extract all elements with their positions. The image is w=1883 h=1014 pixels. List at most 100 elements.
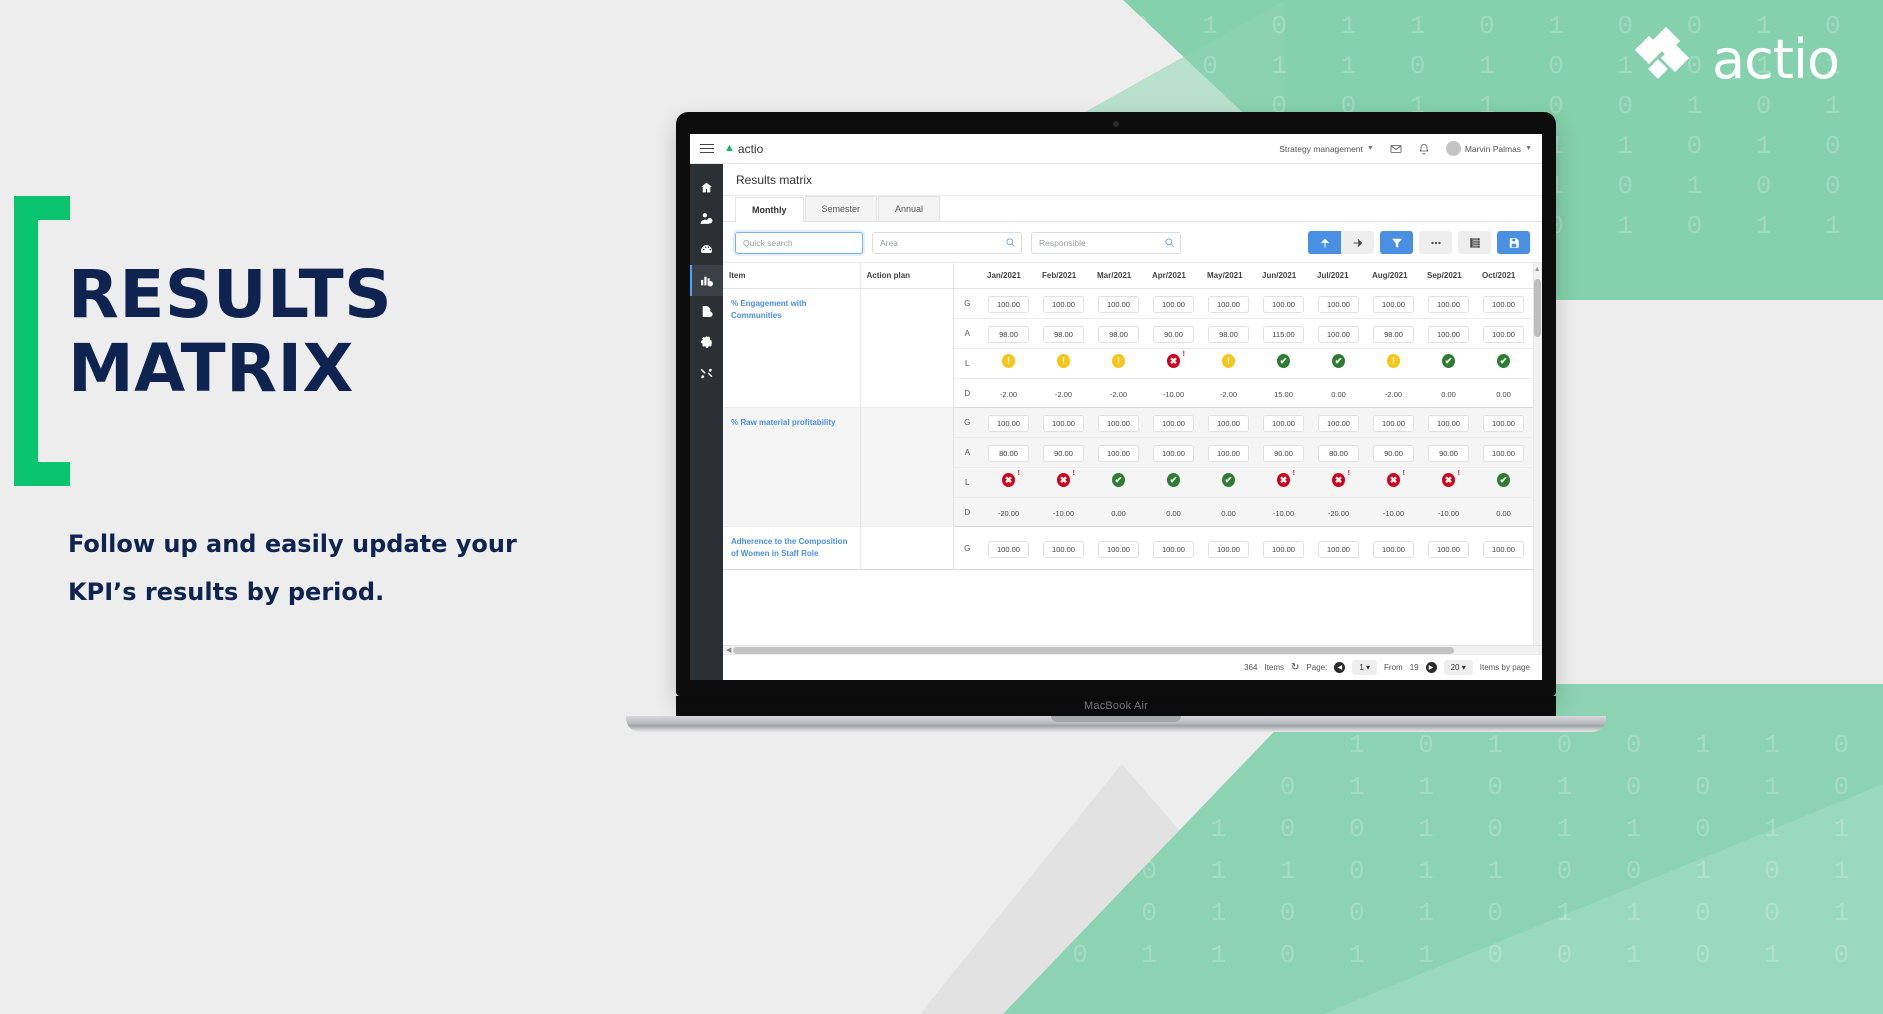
table-row[interactable]: % Engagement with Communities G 100.00 100.… <box>723 288 1542 408</box>
header-month-mar[interactable]: Mar/2021 <box>1091 263 1146 289</box>
status-err-icon[interactable]: ✖! <box>1387 470 1405 487</box>
value-input[interactable]: 90.00 <box>1153 326 1194 343</box>
value-input[interactable]: 98.00 <box>1208 326 1249 343</box>
cell-g-1[interactable]: 100.00 <box>981 526 1036 570</box>
value-input[interactable]: 100.00 <box>1263 415 1304 432</box>
row-action-plan[interactable] <box>860 526 954 570</box>
status-ok-icon[interactable]: ✔ <box>1442 354 1455 368</box>
value-input[interactable]: 100.00 <box>1483 326 1524 343</box>
value-input[interactable]: 100.00 <box>1373 296 1414 313</box>
cell-l-7[interactable]: ✔ <box>1311 348 1366 379</box>
sidebar-item-indicators[interactable] <box>690 265 723 296</box>
save-button[interactable] <box>1497 231 1530 254</box>
value-input[interactable]: 100.00 <box>1483 445 1524 462</box>
cell-a-6[interactable]: 90.00 <box>1256 437 1311 468</box>
cell-d-4[interactable]: -10.00 <box>1146 378 1201 408</box>
vertical-scroll-thumb[interactable] <box>1534 279 1541 337</box>
table-row[interactable]: L!!!✖!!✔✔!✔✔!! <box>723 348 1542 379</box>
cell-l-9[interactable]: ✖! <box>1421 467 1476 498</box>
cell-d-1[interactable]: -20.00 <box>981 497 1036 527</box>
cell-g-1[interactable]: 100.00 <box>981 407 1036 438</box>
value-input[interactable]: 100.00 <box>1263 296 1304 313</box>
cell-g-1[interactable]: 100.00 <box>981 288 1036 319</box>
header-month-may[interactable]: May/2021 <box>1201 263 1256 289</box>
value-input[interactable]: 100.00 <box>1153 296 1194 313</box>
value-input[interactable]: 100.00 <box>1098 296 1139 313</box>
cell-g-7[interactable]: 100.00 <box>1311 407 1366 438</box>
status-err-icon[interactable]: ✖! <box>1057 470 1075 487</box>
value-input[interactable]: 100.00 <box>1373 540 1414 558</box>
value-input[interactable]: 100.00 <box>1043 296 1084 313</box>
cell-l-10[interactable]: ✔ <box>1476 348 1531 379</box>
table-row[interactable]: D -2.00 -2.00 -2.00 -10.00 -2.00 15.00 0.00 -2.0… <box>723 378 1542 408</box>
scroll-up-icon[interactable]: ▲ <box>1533 266 1541 273</box>
status-warn-icon[interactable]: ! <box>1057 354 1070 368</box>
next-page-button[interactable]: ▶ <box>1425 662 1437 673</box>
value-input[interactable]: 90.00 <box>1263 445 1304 462</box>
cell-a-7[interactable]: 80.00 <box>1311 437 1366 468</box>
cell-d-1[interactable]: -2.00 <box>981 378 1036 408</box>
tab-monthly[interactable]: Monthly <box>735 197 804 222</box>
cell-g-10[interactable]: 100.00 <box>1476 288 1531 319</box>
value-input[interactable]: 90.00 <box>1428 445 1469 462</box>
value-input[interactable]: 98.00 <box>1098 326 1139 343</box>
cell-a-7[interactable]: 100.00 <box>1311 318 1366 349</box>
user-menu[interactable]: Marvin Palmas ▼ <box>1445 141 1532 156</box>
cell-g-2[interactable]: 100.00 <box>1036 288 1091 319</box>
cell-l-1[interactable]: ! <box>981 348 1036 379</box>
cell-g-8[interactable]: 100.00 <box>1366 526 1421 570</box>
status-err-icon[interactable]: ✖! <box>1442 470 1460 487</box>
value-input[interactable]: 100.00 <box>1428 540 1469 558</box>
cell-l-2[interactable]: ! <box>1036 348 1091 379</box>
cell-g-4[interactable]: 100.00 <box>1146 288 1201 319</box>
row-item-name[interactable]: % Engagement with Communities <box>723 288 861 408</box>
value-input[interactable]: 100.00 <box>1208 540 1249 558</box>
status-warn-icon[interactable]: ! <box>1112 354 1125 368</box>
cell-l-8[interactable]: ✖! <box>1366 467 1421 498</box>
cell-g-3[interactable]: 100.00 <box>1091 407 1146 438</box>
value-input[interactable]: 90.00 <box>1043 445 1084 462</box>
value-input[interactable]: 100.00 <box>1098 445 1139 462</box>
app-logo[interactable]: ▲ actio <box>724 142 763 156</box>
cell-l-4[interactable]: ✖! <box>1146 348 1201 379</box>
cell-a-2[interactable]: 90.00 <box>1036 437 1091 468</box>
value-input[interactable]: 100.00 <box>988 540 1029 558</box>
status-ok-icon[interactable]: ✔ <box>1222 473 1235 487</box>
status-warn-icon[interactable]: ! <box>1002 354 1015 368</box>
sidebar-item-settings[interactable] <box>690 327 723 358</box>
cell-l-5[interactable]: ✔ <box>1201 467 1256 498</box>
cell-d-9[interactable]: 0.00 <box>1421 378 1476 408</box>
row-action-plan[interactable] <box>860 288 954 408</box>
value-input[interactable]: 90.00 <box>1373 445 1414 462</box>
cell-a-5[interactable]: 98.00 <box>1201 318 1256 349</box>
value-input[interactable]: 100.00 <box>1428 296 1469 313</box>
send-button[interactable] <box>1341 231 1374 254</box>
columns-button[interactable] <box>1458 231 1491 254</box>
cell-a-3[interactable]: 98.00 <box>1091 318 1146 349</box>
current-page-select[interactable]: 1 ▾ <box>1352 660 1378 675</box>
status-err-icon[interactable]: ✖! <box>1332 470 1350 487</box>
cell-a-8[interactable]: 90.00 <box>1366 437 1421 468</box>
cell-l-4[interactable]: ✔ <box>1146 467 1201 498</box>
cell-d-5[interactable]: 0.00 <box>1201 497 1256 527</box>
menu-toggle-icon[interactable] <box>700 141 714 156</box>
cell-l-6[interactable]: ✔ <box>1256 348 1311 379</box>
cell-a-5[interactable]: 100.00 <box>1201 437 1256 468</box>
value-input[interactable]: 100.00 <box>1318 540 1359 558</box>
bell-icon[interactable] <box>1418 143 1430 155</box>
value-input[interactable]: 100.00 <box>1208 296 1249 313</box>
cell-a-10[interactable]: 100.00 <box>1476 318 1531 349</box>
row-item-name[interactable]: % Raw material profitability <box>723 407 861 527</box>
value-input[interactable]: 100.00 <box>1373 415 1414 432</box>
value-input[interactable]: 100.00 <box>1098 540 1139 558</box>
envelope-icon[interactable] <box>1390 143 1402 155</box>
value-input[interactable]: 100.00 <box>1098 415 1139 432</box>
cell-g-6[interactable]: 100.00 <box>1256 526 1311 570</box>
header-month-jun[interactable]: Jun/2021 <box>1256 263 1311 289</box>
cell-d-7[interactable]: 0.00 <box>1311 378 1366 408</box>
search-icon[interactable] <box>1164 237 1175 248</box>
cell-a-9[interactable]: 100.00 <box>1421 318 1476 349</box>
cell-l-2[interactable]: ✖! <box>1036 467 1091 498</box>
search-icon[interactable] <box>1005 237 1016 248</box>
header-month-jan[interactable]: Jan/2021 <box>981 263 1036 289</box>
